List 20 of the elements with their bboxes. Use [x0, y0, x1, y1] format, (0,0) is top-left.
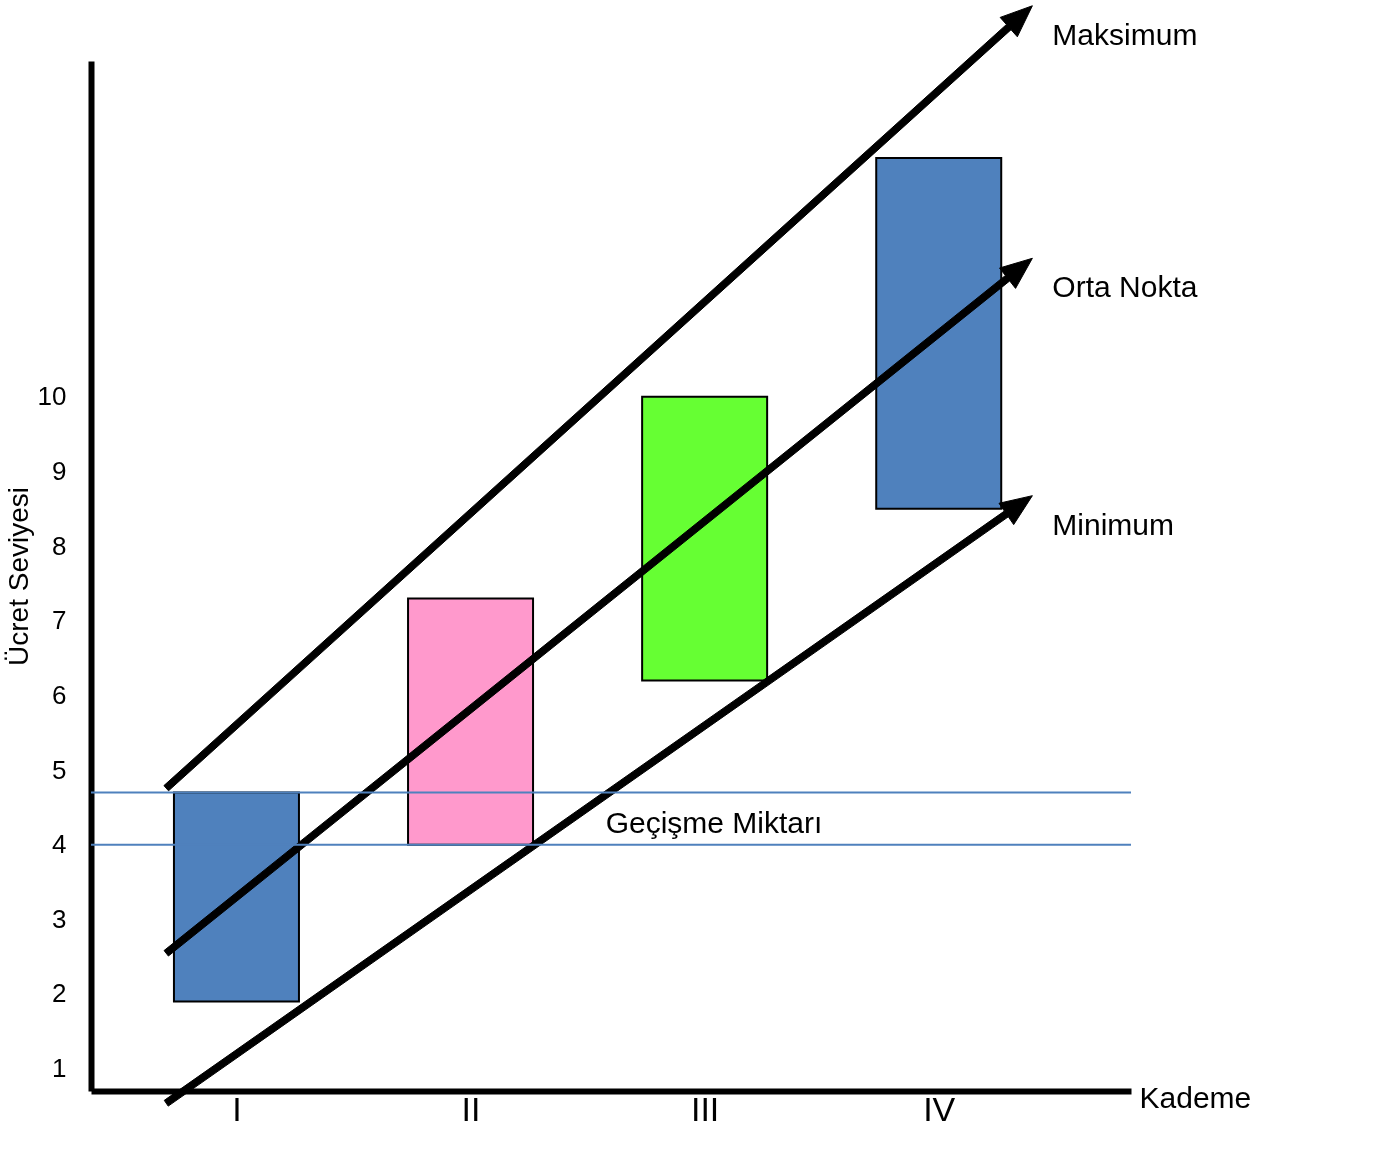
x-tick-label: III [690, 1089, 720, 1128]
y-axis-title: Ücret Seviyesi [2, 487, 34, 666]
x-axis-title: Kademe [1139, 1080, 1252, 1114]
y-tick-label: 4 [52, 829, 67, 860]
ref-line-label: Geçişme Miktarı [605, 805, 823, 839]
y-tick-label: 9 [52, 456, 67, 487]
text: Maksimum [1052, 17, 1198, 51]
y-tick-label: 1 [52, 1053, 67, 1084]
x-tick-label: IV [923, 1089, 956, 1128]
y-tick-label: 6 [52, 679, 67, 710]
x-tick-label: II [461, 1089, 481, 1128]
x-tick-label: I [232, 1089, 242, 1128]
y-tick-label: 8 [52, 530, 67, 561]
y-tick-label: 7 [52, 605, 67, 636]
y-tick-label: 5 [52, 754, 67, 785]
annotation: Orta Nokta [1052, 270, 1198, 304]
annotation: Minimum [1052, 507, 1175, 541]
y-tick-label: 2 [52, 978, 67, 1009]
y-tick-label: 3 [52, 903, 67, 934]
y-tick-label: 10 [37, 381, 67, 412]
